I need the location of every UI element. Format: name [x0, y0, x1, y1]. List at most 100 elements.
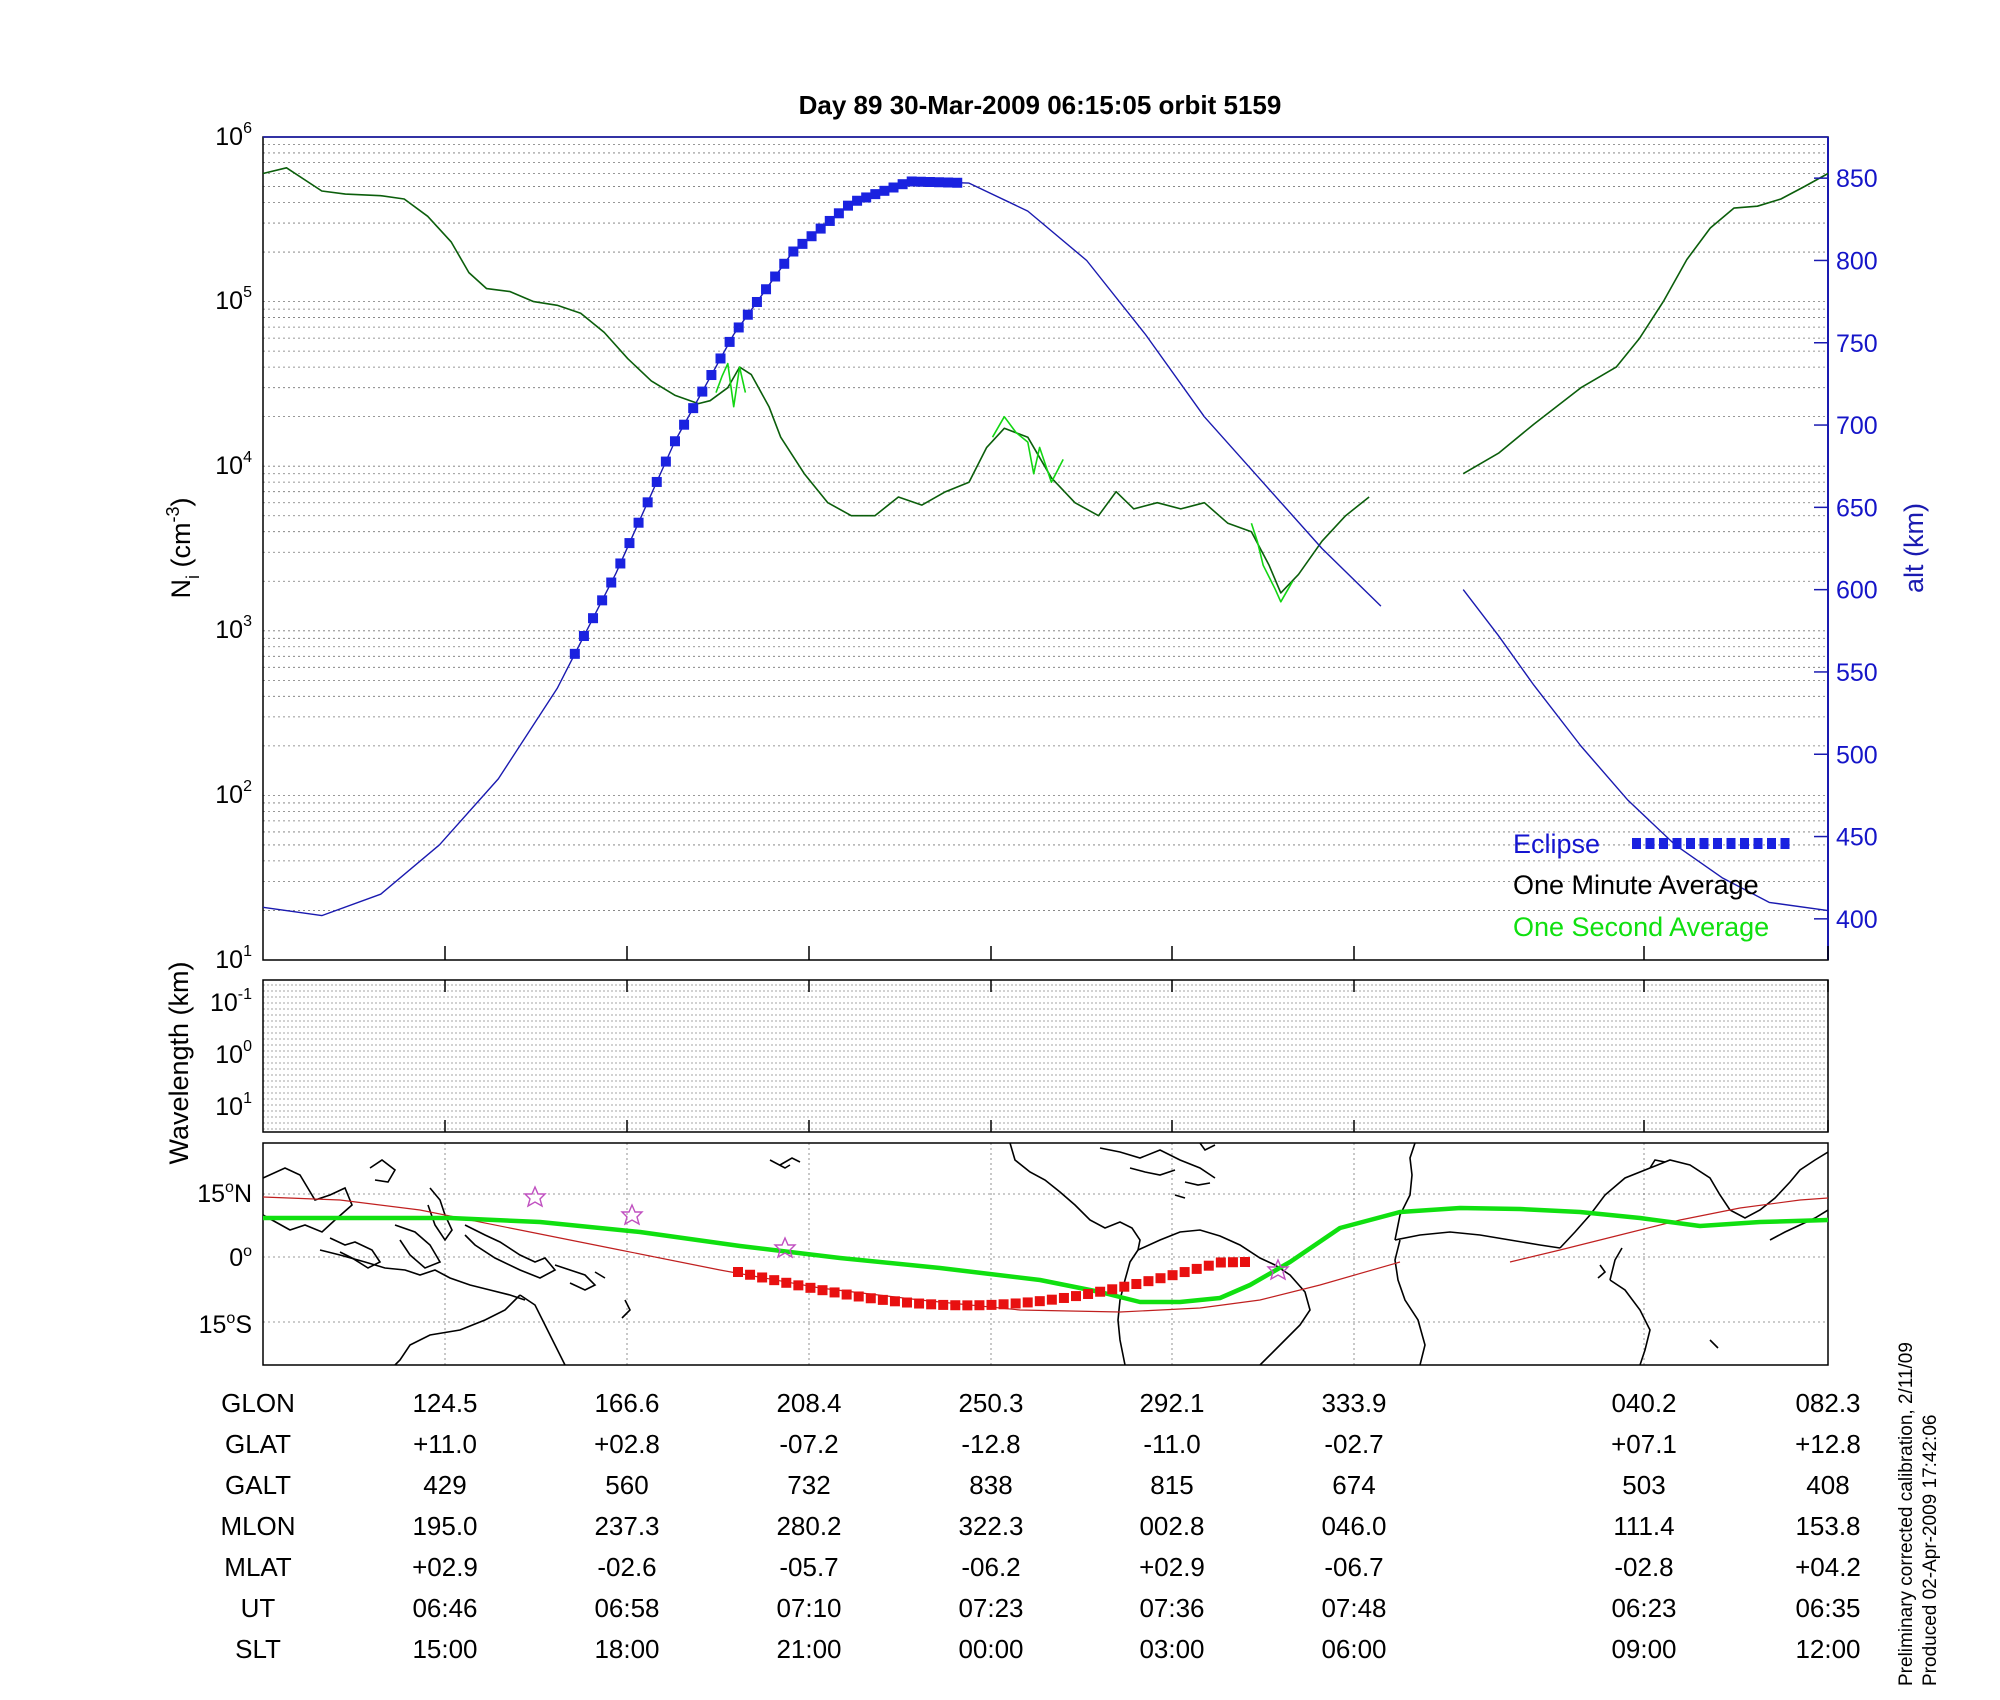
legend-eclipse-square [1767, 838, 1776, 849]
eclipse-track-marker [1107, 1284, 1118, 1295]
eclipse-marker [751, 296, 762, 307]
table-cell: 292.1 [1139, 1388, 1204, 1418]
eclipse-track-marker [877, 1294, 888, 1305]
station-star-icon [523, 1185, 547, 1208]
eclipse-track-marker [793, 1280, 804, 1291]
legend-eclipse-square [1686, 838, 1695, 849]
table-cell: -02.6 [597, 1552, 656, 1582]
eclipse-marker [797, 238, 808, 249]
map-plot-frame [262, 1142, 1829, 1366]
right-axis-label: alt (km) [1899, 503, 1929, 593]
coastlines [263, 1143, 1828, 1365]
eclipse-track-marker [1119, 1281, 1130, 1292]
table-row-label: MLAT [224, 1552, 292, 1582]
eclipse-marker [742, 309, 753, 320]
legend-eclipse-square [1726, 838, 1736, 849]
eclipse-marker [651, 476, 662, 487]
map-lat-label: 15oS [199, 1310, 252, 1339]
eclipse-marker [724, 336, 735, 347]
table-cell: -11.0 [1143, 1429, 1200, 1459]
eclipse-track-marker [1179, 1267, 1190, 1278]
eclipse-track-marker [974, 1300, 985, 1311]
left-tick-label: 105 [215, 284, 252, 315]
eclipse-marker [915, 176, 926, 187]
right-tick-label: 650 [1836, 494, 1878, 522]
station-star-icon [773, 1236, 797, 1259]
table-cell: 280.2 [776, 1511, 841, 1541]
magnetic-equator-line [1509, 1197, 1829, 1263]
legend-eclipse-square [1632, 838, 1641, 849]
produced-note: Produced 02-Apr-2009 17:42:06 [1920, 1415, 1941, 1686]
eclipse-marker [943, 177, 954, 188]
eclipse-marker [888, 182, 899, 193]
eclipse-track-marker [1155, 1273, 1166, 1284]
table-cell: -02.7 [1324, 1429, 1383, 1459]
series-line-one-second-average [1250, 523, 1294, 603]
table-cell: 195.0 [412, 1511, 477, 1541]
table-cell: 046.0 [1321, 1511, 1386, 1541]
eclipse-track-marker [1095, 1286, 1106, 1297]
table-cell: 03:00 [1139, 1634, 1204, 1664]
right-tick-label: 800 [1836, 247, 1878, 275]
eclipse-track-marker [1010, 1298, 1021, 1309]
table-cell: 333.9 [1321, 1388, 1386, 1418]
eclipse-track-marker [805, 1282, 816, 1293]
table-cell: 560 [605, 1470, 648, 1500]
density-gridlines [263, 144, 1828, 961]
eclipse-marker [879, 185, 890, 196]
eclipse-marker [588, 613, 599, 624]
table-cell: 06:23 [1611, 1593, 1676, 1623]
left-tick-label: 101 [215, 943, 252, 974]
eclipse-track-marker [1083, 1288, 1094, 1299]
station-star-icon [1266, 1258, 1290, 1281]
series-line-altitude [262, 180, 1382, 917]
wavelength-gridlines [263, 984, 1828, 1130]
eclipse-track-marker [1034, 1296, 1045, 1307]
eclipse-track-marker [1143, 1276, 1154, 1287]
eclipse-track-marker [865, 1293, 876, 1304]
series-line-one-minute-average [262, 167, 1370, 594]
table-cell: +07.1 [1611, 1429, 1677, 1459]
right-tick-label: 700 [1836, 412, 1878, 440]
table-cell: 06:35 [1795, 1593, 1860, 1623]
table-row-label: GALT [225, 1470, 291, 1500]
map-tracks [262, 1196, 1829, 1313]
eclipse-track-marker [938, 1299, 949, 1310]
table-cell: 838 [969, 1470, 1012, 1500]
table-cell: +11.0 [413, 1429, 477, 1459]
table-cell: -06.2 [961, 1552, 1020, 1582]
eclipse-track-marker [817, 1285, 828, 1296]
wavelength-tick-label: 100 [215, 1038, 252, 1069]
eclipse-marker [660, 456, 671, 467]
eclipse-track-marker [986, 1299, 997, 1310]
eclipse-marker [697, 386, 708, 397]
table-cell: 322.3 [958, 1511, 1023, 1541]
table-cell: 15:00 [412, 1634, 477, 1664]
eclipse-track-marker [769, 1275, 780, 1286]
ground-station-stars [523, 1185, 1290, 1281]
legend: Eclipse One Minute Average One Second Av… [1513, 829, 1790, 942]
orbit-map-panel: 15oN 0o 15oS [197, 1142, 1829, 1366]
eclipse-marker [934, 177, 945, 188]
eclipse-track-marker [853, 1291, 864, 1302]
table-cell: 153.8 [1795, 1511, 1860, 1541]
eclipse-marker [906, 176, 917, 187]
table-row-label: GLON [221, 1388, 295, 1418]
table-cell: 732 [787, 1470, 830, 1500]
eclipse-marker [679, 419, 690, 430]
wavelength-panel: 10-1 100 101 Wavelength (km) [164, 961, 1829, 1165]
right-axis-ticks: 400 450 500 550 600 650 700 750 800 850 [1814, 165, 1878, 934]
eclipse-track-marker [998, 1299, 1009, 1310]
table-row-label: MLON [220, 1511, 295, 1541]
table-cell: 124.5 [412, 1388, 477, 1418]
eclipse-marker [952, 177, 963, 188]
table-cell: 06:00 [1321, 1634, 1386, 1664]
eclipse-track-marker [1046, 1294, 1057, 1305]
legend-eclipse-square [1645, 838, 1655, 849]
table-row-label: SLT [235, 1634, 281, 1664]
eclipse-track-marker [950, 1300, 961, 1311]
eclipse-marker [633, 517, 644, 528]
right-tick-label: 450 [1836, 824, 1878, 852]
eclipse-track-marker [781, 1277, 792, 1288]
eclipse-marker [715, 353, 726, 364]
